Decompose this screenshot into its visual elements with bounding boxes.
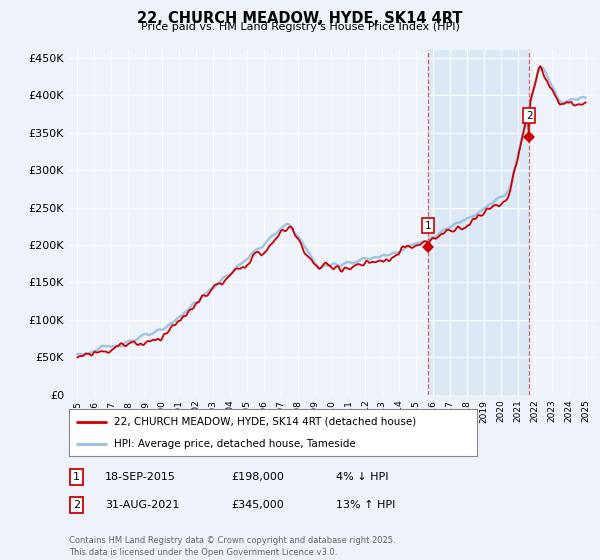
Text: 1: 1 <box>73 472 80 482</box>
Text: Contains HM Land Registry data © Crown copyright and database right 2025.
This d: Contains HM Land Registry data © Crown c… <box>69 536 395 557</box>
Text: 13% ↑ HPI: 13% ↑ HPI <box>336 500 395 510</box>
Text: 4% ↓ HPI: 4% ↓ HPI <box>336 472 389 482</box>
Text: 22, CHURCH MEADOW, HYDE, SK14 4RT: 22, CHURCH MEADOW, HYDE, SK14 4RT <box>137 11 463 26</box>
Text: £198,000: £198,000 <box>231 472 284 482</box>
Text: 31-AUG-2021: 31-AUG-2021 <box>105 500 179 510</box>
Text: HPI: Average price, detached house, Tameside: HPI: Average price, detached house, Tame… <box>114 438 356 449</box>
Text: £345,000: £345,000 <box>231 500 284 510</box>
Text: Price paid vs. HM Land Registry's House Price Index (HPI): Price paid vs. HM Land Registry's House … <box>140 22 460 32</box>
Text: 22, CHURCH MEADOW, HYDE, SK14 4RT (detached house): 22, CHURCH MEADOW, HYDE, SK14 4RT (detac… <box>114 417 416 427</box>
Text: 1: 1 <box>425 221 431 231</box>
Bar <box>428 50 529 395</box>
Text: 18-SEP-2015: 18-SEP-2015 <box>105 472 176 482</box>
Text: 2: 2 <box>73 500 80 510</box>
Text: 2: 2 <box>526 110 532 120</box>
